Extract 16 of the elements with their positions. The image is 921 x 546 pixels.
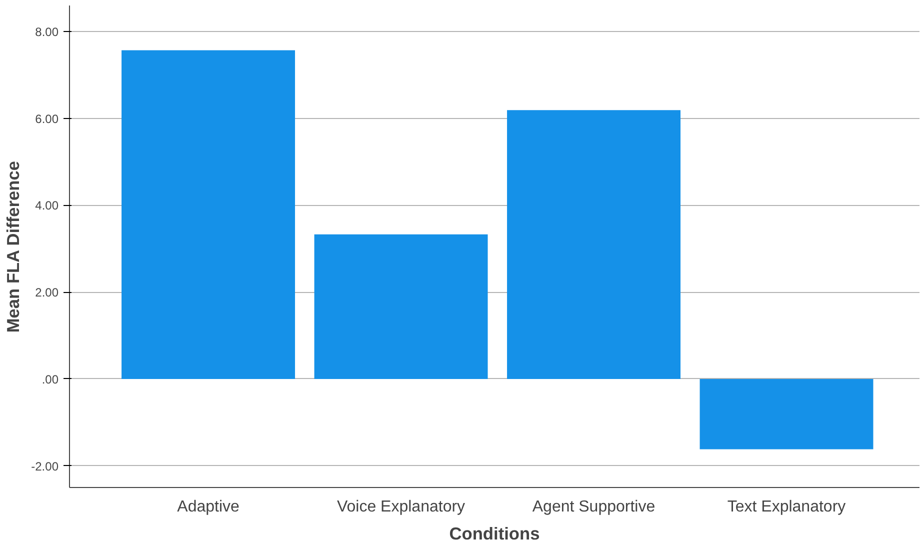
bar xyxy=(507,110,680,379)
bar xyxy=(700,378,874,450)
x-tick-label: Voice Explanatory xyxy=(336,498,466,516)
y-tick-label: -2.00 xyxy=(31,459,59,474)
x-tick-label: Adaptive xyxy=(177,498,240,516)
y-axis-title: Mean FLA Difference xyxy=(3,160,24,333)
x-tick-label: Agent Supportive xyxy=(532,498,656,516)
y-tick-label: 2.00 xyxy=(35,286,59,300)
x-tick-label: Text Explanatory xyxy=(727,498,846,516)
y-tick-label: 8.00 xyxy=(35,25,59,40)
bar xyxy=(122,50,296,379)
y-tick-label: .00 xyxy=(42,372,59,386)
bar xyxy=(314,234,488,379)
y-tick-label: 4.00 xyxy=(35,198,59,213)
y-tick-label: 6.00 xyxy=(35,112,59,126)
x-axis-title: Conditions xyxy=(449,524,540,544)
